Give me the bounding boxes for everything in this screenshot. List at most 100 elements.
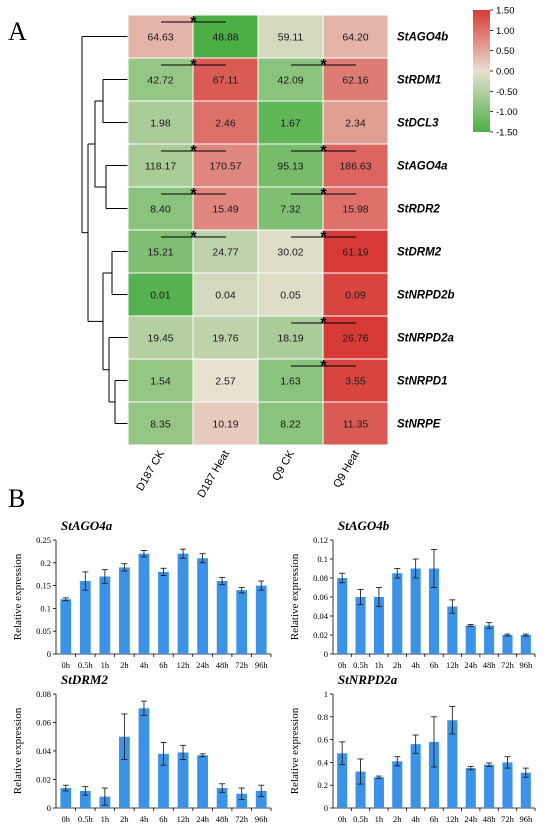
x-tick-label: 12h [177, 814, 191, 824]
heatmap-cell [322, 14, 389, 59]
cell-value: 2.34 [345, 118, 366, 130]
y-tick-label: 0.25 [36, 535, 51, 545]
cell-value: 67.11 [213, 75, 239, 87]
x-tick-label: 4h [140, 660, 149, 670]
significance-star: * [320, 186, 327, 203]
heatmap-cell [322, 100, 389, 145]
x-tick-label: 0.5h [353, 660, 369, 670]
x-tick-label: 0.5h [353, 814, 369, 824]
y-axis-label: Relative expression [12, 707, 24, 794]
gene-label: StNRPE [397, 419, 441, 431]
cell-value: 170.57 [209, 161, 241, 173]
x-tick-label: 0h [338, 660, 347, 670]
y-tick-label: 0.06 [313, 592, 328, 602]
x-tick-label: 2h [120, 660, 129, 670]
cell-value: 15.21 [147, 247, 173, 259]
bar [177, 752, 189, 808]
bar [158, 753, 169, 808]
x-tick-label: 24h [464, 814, 478, 824]
cell-value: 15.49 [212, 204, 238, 216]
y-tick-label: 0.12 [313, 535, 328, 545]
x-tick-label: 72h [501, 814, 515, 824]
x-tick-label: 0.5h [78, 814, 94, 824]
cell-value: 18.19 [277, 333, 303, 345]
gene-label: StDCL3 [397, 118, 439, 130]
cell-value: 62.16 [342, 75, 368, 87]
x-tick-label: 2h [393, 814, 402, 824]
y-tick-label: 0.04 [313, 611, 329, 621]
x-tick-label: 6h [159, 814, 168, 824]
bar [119, 567, 130, 654]
x-tick-label: 6h [430, 814, 439, 824]
cell-value: 8.40 [150, 204, 171, 216]
y-axis-label: Relative expression [289, 553, 301, 640]
bar [197, 755, 208, 808]
gene-label: StAGO4b [397, 32, 448, 44]
y-tick-label: 0.2 [317, 780, 328, 790]
heatmap-cell [192, 272, 259, 317]
bar [79, 790, 91, 808]
cell-value: 0.09 [345, 290, 366, 302]
bar [255, 585, 267, 654]
significance-star: * [190, 14, 197, 31]
x-tick-label: 72h [235, 814, 249, 824]
significance-star: * [320, 229, 327, 246]
y-tick-label: 0.08 [36, 689, 51, 699]
bar [373, 597, 384, 654]
column-label: Q9 Heat [331, 449, 362, 490]
heatmap: 64.63 48.88 59.11 64.20 StAGO4b 42.72 67.11 42.… [127, 14, 455, 500]
colorbar-tick-label: -1.00 [496, 107, 518, 118]
bar [520, 635, 531, 654]
x-tick-label: 0h [62, 660, 71, 670]
x-tick-label: 6h [430, 660, 439, 670]
significance-star: * [320, 315, 327, 332]
colorbar-tick-label: -0.50 [496, 87, 518, 98]
heatmap-cell [127, 100, 194, 145]
bar [216, 581, 228, 654]
bar [373, 777, 384, 808]
y-tick-label: 0 [324, 803, 328, 813]
panel-label-a: A [8, 17, 27, 46]
chart-title: StAGO4a [61, 518, 113, 533]
column-label: D187 CK [134, 448, 167, 493]
y-tick-label: 0 [47, 803, 51, 813]
cell-value: 7.32 [280, 204, 301, 216]
gene-label: StAGO4a [397, 161, 448, 173]
x-tick-label: 72h [501, 660, 515, 670]
cell-value: 64.20 [342, 32, 368, 44]
bar [337, 578, 348, 654]
cell-value: 3.55 [345, 376, 366, 388]
cell-value: 10.19 [212, 419, 238, 431]
cell-value: 0.05 [280, 290, 301, 302]
x-tick-label: 12h [446, 660, 460, 670]
bar [138, 708, 150, 808]
significance-star: * [320, 358, 327, 375]
cell-value: 19.76 [212, 333, 238, 345]
cell-value: 48.88 [212, 32, 238, 44]
chart-title: StDRM2 [61, 672, 108, 687]
y-tick-label: 0.04 [36, 746, 52, 756]
colorbar: 1.50 1.00 0.50 0.00 -0.50 -1.00 -1.50 [473, 6, 518, 139]
y-tick-label: 0.08 [313, 573, 328, 583]
x-tick-label: 2h [393, 660, 402, 670]
gene-label: StRDM1 [397, 75, 441, 87]
cell-value: 15.98 [342, 204, 368, 216]
cell-value: 1.98 [150, 118, 171, 130]
gene-label: StNRPD2b [397, 290, 455, 302]
cell-value: 0.04 [215, 290, 236, 302]
colorbar-tick-label: -1.50 [496, 128, 518, 139]
y-tick-label: 0.6 [317, 735, 328, 745]
bar [465, 768, 476, 808]
y-tick-label: 0.1 [317, 554, 328, 564]
y-axis-label: Relative expression [289, 707, 301, 794]
cell-value: 186.63 [339, 161, 371, 173]
cell-value: 1.63 [280, 376, 301, 388]
y-tick-label: 1 [324, 689, 328, 699]
cell-value: 42.09 [277, 75, 303, 87]
bar [99, 576, 111, 654]
heatmap-cell [192, 315, 259, 360]
significance-star: * [190, 143, 197, 160]
significance-star: * [190, 229, 197, 246]
cell-value: 61.19 [342, 247, 368, 259]
